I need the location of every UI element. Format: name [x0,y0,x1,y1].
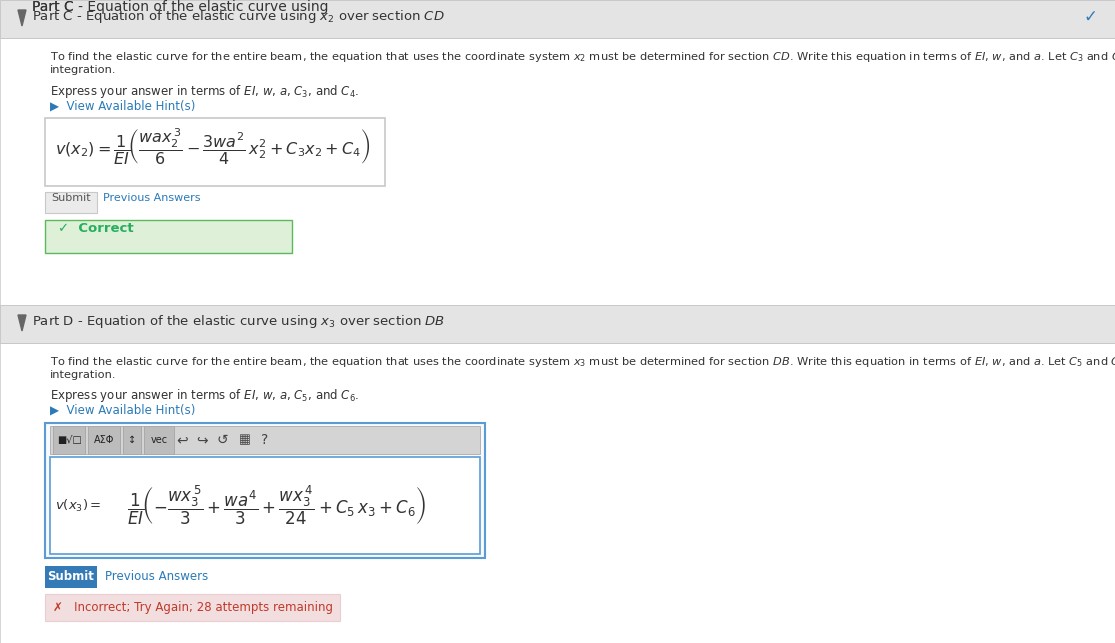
Text: ↕: ↕ [128,435,136,445]
Text: ▦: ▦ [239,433,251,446]
Text: integration.: integration. [50,370,116,380]
Text: ■√□: ■√□ [57,435,81,445]
Text: Express your answer in terms of $\mathbf{\mathit{EI}}$, $\mathbf{\mathit{w}}$, $: Express your answer in terms of $\mathbf… [50,387,359,404]
Text: ▶  View Available Hint(s): ▶ View Available Hint(s) [50,100,195,113]
Bar [45,220,292,253]
Bar [54,426,85,454]
Text: ✗   Incorrect; Try Again; 28 attempts remaining: ✗ Incorrect; Try Again; 28 attempts rema… [54,601,333,615]
Bar [0,0,1115,38]
Bar [0,305,1115,343]
Text: $v(x_2) = \dfrac{1}{EI}\!\left(\dfrac{wax_2^{\,3}}{6} - \dfrac{3wa^2}{4}\,x_2^2 : $v(x_2) = \dfrac{1}{EI}\!\left(\dfrac{wa… [55,127,370,167]
Bar [50,457,479,554]
Text: ΑΣΦ: ΑΣΦ [94,435,114,445]
Bar [45,192,97,213]
Text: Part C - Equation of the elastic curve using $x_2$ over section $CD$: Part C - Equation of the elastic curve u… [32,8,445,25]
Text: To find the elastic curve for the entire beam, the equation that uses the coordi: To find the elastic curve for the entire… [50,50,1115,64]
Text: Express your answer in terms of $\mathbf{\mathit{EI}}$, $\mathbf{\mathit{w}}$, $: Express your answer in terms of $\mathbf… [50,83,359,100]
Text: ?: ? [261,433,269,447]
Text: To find the elastic curve for the entire beam, the equation that uses the coordi: To find the elastic curve for the entire… [50,355,1115,369]
Bar [45,118,385,186]
Bar [45,423,485,558]
Text: Part D - Equation of the elastic curve using $x_3$ over section $DB$: Part D - Equation of the elastic curve u… [32,313,445,330]
Text: ↪: ↪ [196,433,207,447]
Bar [0,343,1115,643]
Text: ↩: ↩ [176,433,187,447]
Text: Previous Answers: Previous Answers [105,570,209,583]
Bar [123,426,140,454]
Text: ↺: ↺ [216,433,227,447]
Text: Submit: Submit [48,570,95,583]
Text: integration.: integration. [50,65,116,75]
Text: vec: vec [151,435,167,445]
Bar [45,566,97,588]
Bar [45,594,340,621]
Polygon shape [18,10,26,26]
Bar [144,426,174,454]
Text: ▶  View Available Hint(s): ▶ View Available Hint(s) [50,404,195,417]
Text: ✓: ✓ [1083,8,1097,26]
Text: $\dfrac{1}{EI}\!\left(-\dfrac{wx_3^{\,5}}{3}+\dfrac{wa^4}{3}+\dfrac{wx_3^{\,4}}{: $\dfrac{1}{EI}\!\left(-\dfrac{wx_3^{\,5}… [127,484,426,527]
Text: Part C: Part C [32,0,74,14]
Polygon shape [18,315,26,331]
Text: ✓  Correct: ✓ Correct [58,222,134,235]
Text: Submit: Submit [51,193,90,203]
Bar [0,38,1115,308]
Text: Previous Answers: Previous Answers [103,193,201,203]
Text: Part C - Equation of the elastic curve using: Part C - Equation of the elastic curve u… [32,0,333,14]
Bar [88,426,120,454]
Bar [50,426,479,454]
Text: $v(x_3) =$: $v(x_3) =$ [55,498,101,514]
